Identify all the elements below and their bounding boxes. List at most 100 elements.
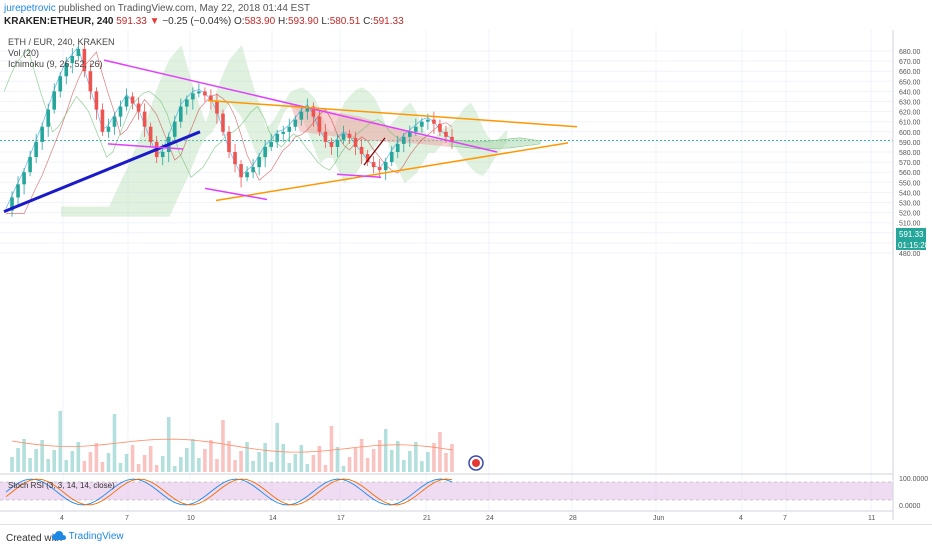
tradingview-brand: TradingView — [68, 531, 124, 542]
pivot-line-3 — [336, 173, 382, 178]
volume-bar — [28, 458, 32, 472]
y-tick-label: 610.00 — [899, 120, 921, 127]
volume-bar — [389, 450, 394, 472]
candle-body — [341, 133, 346, 140]
legend-volume: Vol (20) — [8, 48, 40, 58]
volume-bar — [438, 432, 442, 472]
candle-body — [444, 131, 448, 137]
candle-body — [178, 106, 183, 122]
volume-bar — [257, 452, 261, 472]
volume-bar — [341, 466, 346, 472]
volume-bar — [172, 466, 177, 472]
candle-body — [197, 91, 201, 94]
chart-svg[interactable]: 680.00 670.00 660.00 650.00 640.00 630.00 620.… — [0, 30, 932, 522]
volume-bar — [215, 459, 219, 472]
volume-bar — [136, 464, 141, 472]
close-label: C: — [363, 16, 374, 27]
volume-bar — [359, 439, 364, 472]
candle-body — [438, 123, 442, 132]
volume-bar — [40, 440, 44, 472]
author-link[interactable]: jurepetrovic — [4, 3, 56, 14]
candle-body — [420, 121, 424, 127]
candle-body — [450, 136, 454, 141]
volume-bar — [251, 461, 255, 472]
price-change: −0.25 (−0.04%) — [162, 16, 232, 27]
y-tick-label: 560.00 — [899, 170, 921, 177]
candle-body — [227, 131, 231, 152]
candle-body — [185, 99, 189, 107]
volume-ma-line — [11, 438, 453, 453]
y-tick-label: 630.00 — [899, 100, 921, 107]
close-value: 591.33 — [373, 16, 404, 27]
y-tick-label: 660.00 — [899, 69, 921, 76]
candle-body — [28, 157, 32, 173]
chart-legend: ETH / EUR, 240, KRAKEN Vol (20) Ichimoku… — [8, 37, 115, 70]
y-tick-label: 480.00 — [899, 251, 921, 258]
chart-area[interactable]: 680.00 670.00 660.00 650.00 640.00 630.00 620.… — [0, 30, 932, 522]
candle-body — [353, 137, 358, 147]
volume-bar — [233, 460, 237, 472]
volume-bar — [112, 414, 117, 472]
candle-body — [257, 157, 261, 168]
candle-body — [46, 109, 50, 127]
volume-bar — [178, 457, 183, 472]
y-tick-label: 510.00 — [899, 221, 921, 228]
volume-bar — [64, 460, 69, 472]
x-tick-label: 11 — [868, 515, 875, 522]
legend-ichimoku: Ichimoku (9, 26, 52, 26) — [8, 59, 103, 69]
trendlines[interactable] — [3, 59, 578, 213]
chikou-line — [3, 48, 403, 178]
high-label: H: — [277, 16, 288, 27]
candle-body — [209, 95, 213, 102]
price-tags: 591.33 01:15:28 — [896, 228, 930, 250]
volume-bar — [10, 457, 14, 472]
kijun-line — [6, 51, 453, 214]
candle-body — [299, 111, 304, 120]
event-icon[interactable] — [468, 455, 484, 471]
volume-bar — [426, 452, 430, 472]
volume-bars — [10, 411, 454, 472]
high-value: 593.90 — [287, 16, 319, 27]
x-tick-label: 17 — [337, 515, 345, 522]
cloud-icon — [52, 531, 66, 541]
volume-bar — [142, 455, 147, 472]
x-tick-label: 28 — [569, 515, 577, 522]
volume-bar — [335, 447, 340, 472]
last-price: 591.33 — [116, 16, 147, 27]
blue-uptrend-line — [3, 130, 201, 213]
y-tick-label: 620.00 — [899, 110, 921, 117]
candle-body — [136, 103, 141, 112]
volume-bar — [58, 411, 63, 472]
candle-body — [377, 167, 382, 171]
candle-body — [371, 162, 376, 168]
x-tick-label: 14 — [269, 515, 277, 522]
volume-bar — [275, 423, 280, 472]
candle-body — [293, 119, 298, 127]
y-tick-label: 530.00 — [899, 201, 921, 208]
candle-body — [70, 56, 75, 64]
volume-bar — [52, 450, 57, 472]
upper-resistance-line — [207, 99, 578, 128]
candle-body — [426, 119, 430, 122]
publish-info: published on TradingView.com, May 22, 20… — [58, 3, 311, 14]
pivot-line-1 — [107, 143, 184, 150]
candle-body — [287, 126, 292, 132]
y-tick-label: 570.00 — [899, 160, 921, 167]
volume-bar — [227, 441, 231, 472]
y-tick-label: 520.00 — [899, 211, 921, 218]
time-axis[interactable]: 4 7 10 14 17 21 24 28 Jun 4 7 11 — [0, 473, 893, 522]
legend-symbol: ETH / EUR, 240, KRAKEN — [8, 37, 115, 47]
x-tick-label: 24 — [486, 515, 494, 522]
down-arrow-icon: ▼ — [149, 16, 160, 27]
volume-bar — [34, 449, 38, 472]
candle-body — [251, 167, 255, 173]
y-tick-label: 640.00 — [899, 89, 921, 96]
publish-header: jurepetrovic published on TradingView.co… — [4, 2, 310, 15]
tradingview-logo[interactable]: TradingView — [52, 531, 124, 542]
volume-bar — [154, 465, 159, 472]
volume-bar — [88, 452, 93, 472]
y-tick-label: 680.00 — [899, 49, 921, 56]
volume-bar — [94, 443, 99, 472]
volume-bar — [118, 463, 123, 472]
volume-bar — [353, 448, 358, 472]
